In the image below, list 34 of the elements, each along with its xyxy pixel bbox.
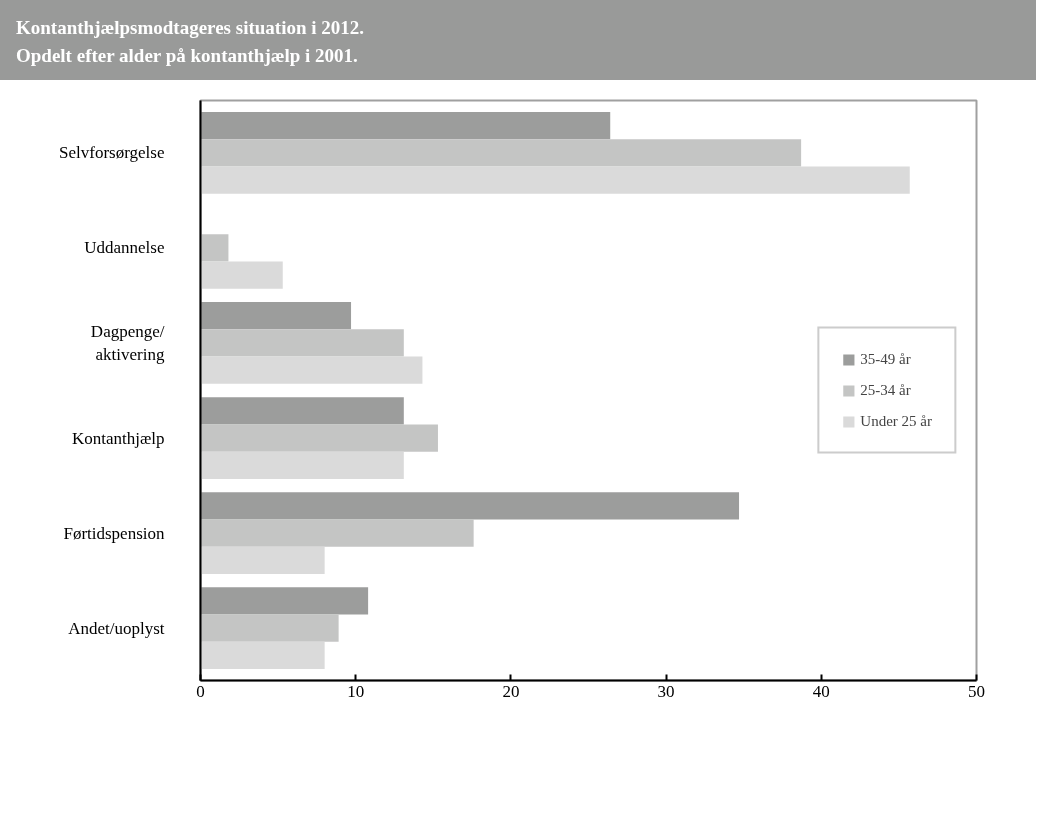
x-tick-label: 50 xyxy=(968,681,985,701)
x-tick-label: 40 xyxy=(812,681,830,701)
bar xyxy=(200,614,339,642)
y-tick-label: Førtidspension xyxy=(63,523,165,543)
bar xyxy=(200,111,611,140)
y-tick-label: Andet/uoplyst xyxy=(68,618,165,638)
legend-label: 35-49 år xyxy=(860,350,911,368)
bar xyxy=(200,587,369,615)
bar xyxy=(200,519,474,547)
bar xyxy=(200,356,423,384)
bar xyxy=(200,424,438,452)
y-tick-label: Uddannelse xyxy=(84,238,165,258)
bar xyxy=(200,166,910,194)
chart-title: Kontanthjælpsmodtageres situation i 2012. xyxy=(16,17,365,38)
x-tick-label: 30 xyxy=(657,681,675,701)
bar xyxy=(200,139,802,167)
chart-subtitle: Opdelt efter alder på kontanthjælp i 2001. xyxy=(16,44,358,66)
bar xyxy=(200,451,404,479)
legend-label: 25-34 år xyxy=(860,381,911,399)
bar xyxy=(200,492,740,520)
bar xyxy=(200,397,404,425)
y-tick-label: Kontanthjælp xyxy=(71,428,165,448)
bar xyxy=(200,329,404,357)
bar xyxy=(200,641,325,670)
y-tick-label: Dagpenge/aktivering xyxy=(90,322,165,364)
x-tick-label: 10 xyxy=(347,681,365,701)
bar xyxy=(200,234,229,262)
legend-label: Under 25 år xyxy=(860,412,932,430)
x-tick-label: 0 xyxy=(196,681,205,701)
y-tick-label: Selvforsørgelse xyxy=(59,143,165,163)
x-tick-label: 20 xyxy=(502,681,520,701)
bar xyxy=(200,546,325,575)
bar xyxy=(200,302,352,330)
bar xyxy=(200,261,283,289)
